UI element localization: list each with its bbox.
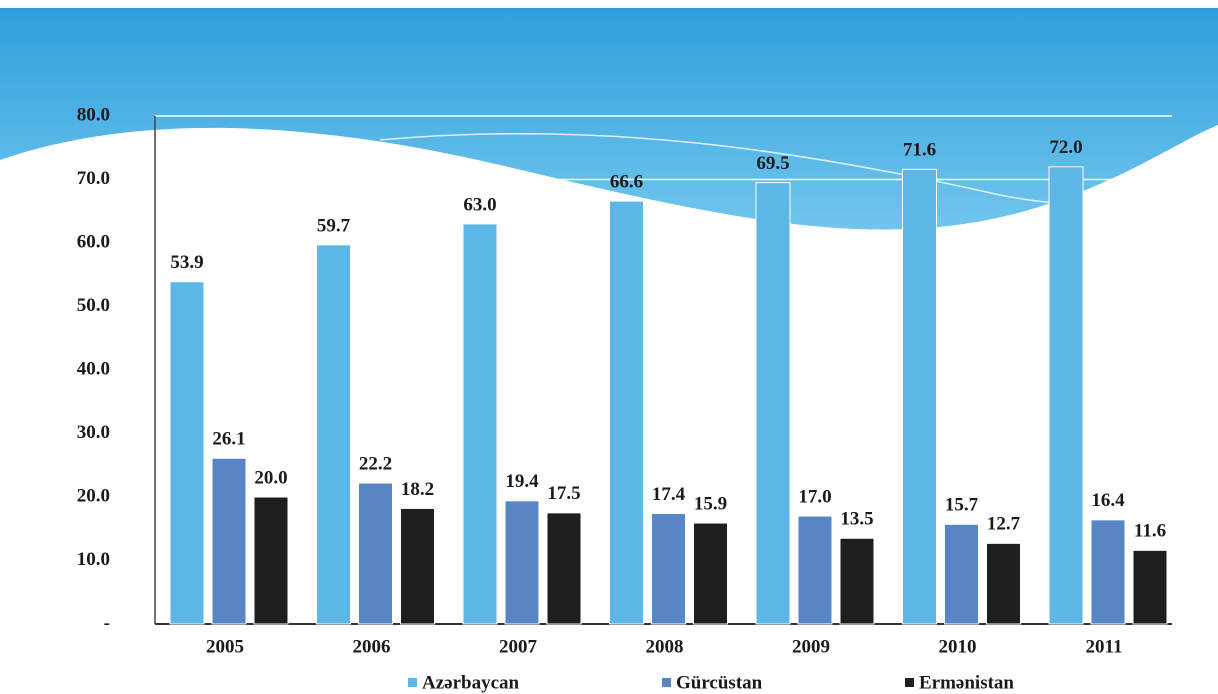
data-label: 26.1: [212, 429, 245, 450]
bar: [1132, 549, 1168, 625]
data-label: 69.5: [756, 153, 789, 174]
data-label: 71.6: [903, 140, 936, 161]
data-label: 11.6: [1134, 521, 1166, 542]
legend-swatch: [662, 678, 671, 687]
data-label: 16.4: [1091, 490, 1125, 511]
x-tick-label: 2008: [646, 636, 684, 657]
y-tick-label: 20.0: [77, 485, 110, 506]
legend-swatch: [408, 678, 417, 687]
legend-label: Ermənistan: [919, 672, 1014, 693]
data-label: 59.7: [317, 215, 351, 236]
legend-label: Gürcüstan: [676, 672, 763, 693]
bar: [1048, 166, 1084, 625]
bar: [462, 223, 498, 625]
x-tick-label: 2011: [1086, 636, 1123, 657]
data-label: 17.4: [652, 484, 686, 505]
data-label: 72.0: [1049, 137, 1082, 158]
bar: [358, 482, 393, 625]
data-label: 18.2: [401, 479, 434, 500]
legend-label: Azərbaycan: [422, 672, 520, 693]
bar: [693, 522, 728, 625]
y-tick-label: -: [104, 612, 110, 633]
bar: [797, 515, 833, 625]
x-tick-label: 2005: [206, 636, 244, 657]
bar: [253, 496, 289, 625]
bar: [944, 523, 979, 625]
x-tick-label: 2007: [499, 636, 538, 657]
legend-swatch: [905, 678, 914, 687]
x-tick-label: 2010: [939, 636, 977, 657]
y-tick-label: 70.0: [77, 168, 110, 189]
bar: [609, 200, 644, 625]
bar: [902, 168, 937, 625]
y-tick-label: 30.0: [77, 422, 110, 443]
y-tick-label: 60.0: [77, 231, 110, 252]
data-label: 17.0: [798, 486, 831, 507]
data-label: 20.0: [254, 467, 287, 488]
bar: [1090, 519, 1126, 625]
bar: [651, 513, 686, 625]
y-tick-label: 40.0: [77, 358, 110, 379]
data-label: 66.6: [610, 171, 643, 192]
bar: [316, 244, 351, 625]
x-tick-label: 2009: [792, 636, 830, 657]
data-label: 63.0: [463, 194, 496, 215]
data-label: 17.5: [547, 483, 580, 504]
bar: [546, 512, 582, 625]
data-label: 15.7: [945, 495, 979, 516]
data-label: 19.4: [505, 471, 539, 492]
data-label: 53.9: [170, 252, 203, 273]
data-label: 12.7: [987, 514, 1021, 535]
y-tick-label: 50.0: [77, 295, 110, 316]
bar: [169, 281, 205, 625]
data-label: 15.9: [694, 493, 727, 514]
bar: [986, 542, 1021, 625]
y-tick-label: 80.0: [77, 104, 110, 125]
bar: [211, 457, 247, 625]
bar: [839, 537, 875, 625]
bar: [755, 182, 791, 625]
x-tick-label: 2006: [353, 636, 391, 657]
y-tick-label: 10.0: [77, 549, 110, 570]
data-label: 13.5: [840, 509, 873, 530]
data-label: 22.2: [359, 453, 392, 474]
wave-line: [379, 132, 1218, 206]
bar: [400, 507, 435, 625]
bar: [504, 500, 540, 625]
